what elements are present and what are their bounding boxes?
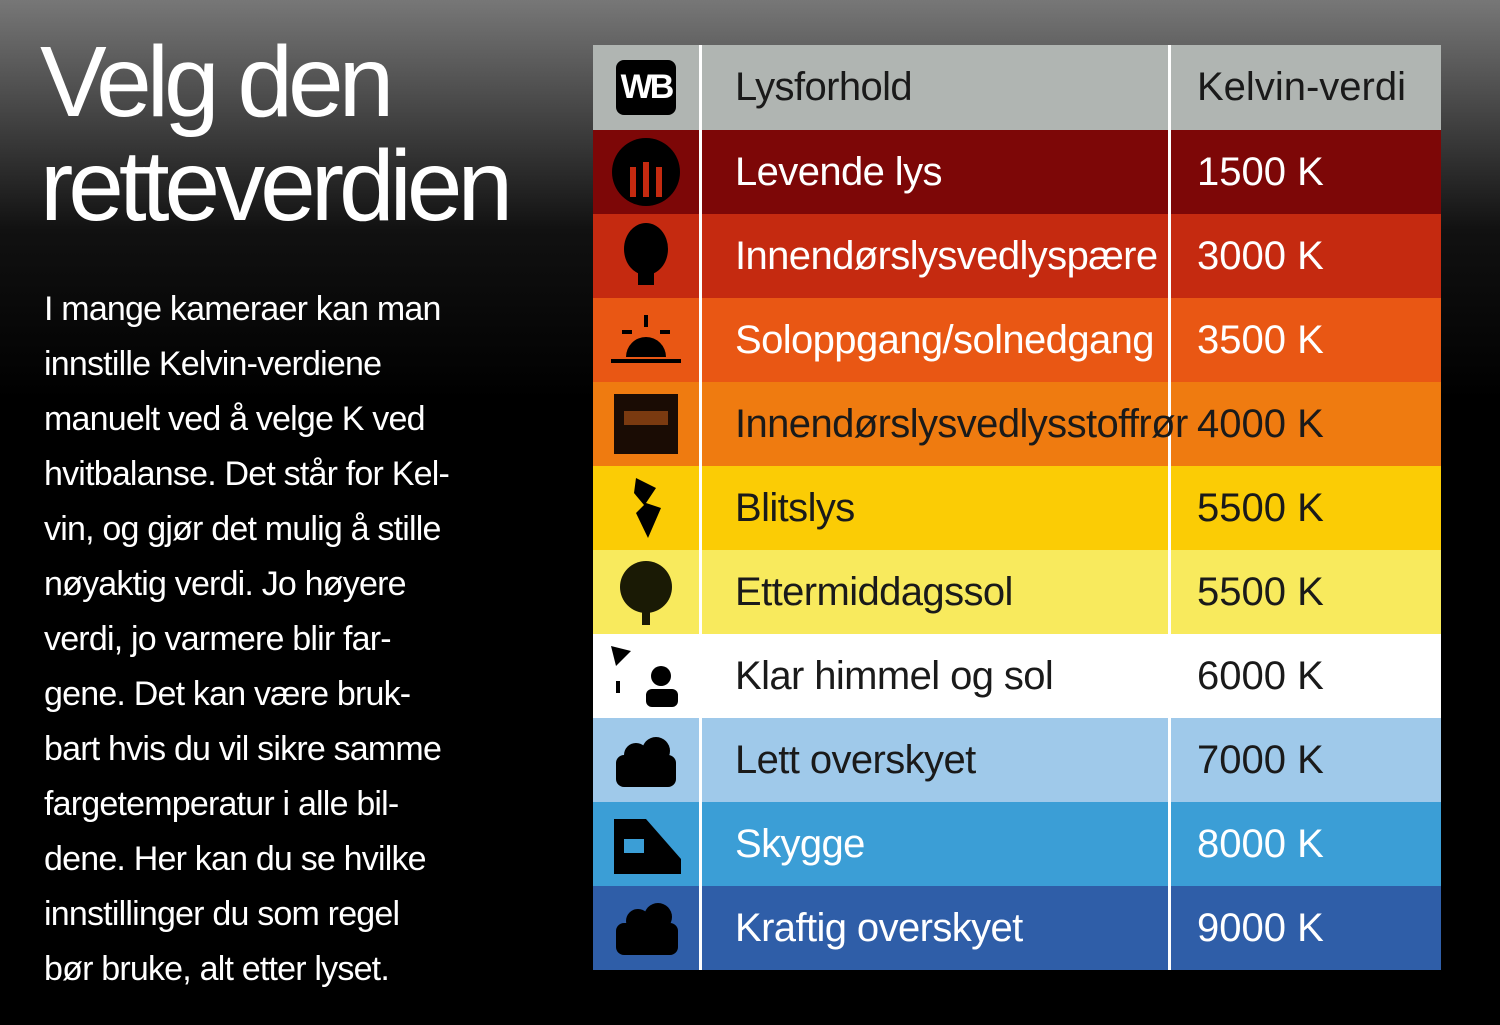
body-line: vin, og gjør det mulig å stille xyxy=(44,510,441,548)
icon-cell xyxy=(593,214,702,298)
wb-icon: WB xyxy=(615,60,677,115)
icon xyxy=(614,819,681,874)
icon-cell xyxy=(593,550,702,634)
condition: Kraftig overskyet xyxy=(702,886,1171,970)
icon xyxy=(620,561,672,625)
condition: Klar himmel og sol xyxy=(702,634,1171,718)
icon xyxy=(612,138,680,206)
kelvin-value: 1500 K xyxy=(1197,149,1324,194)
condition: Innendørslysvedlysstoffrør xyxy=(702,382,1188,466)
kelvin-value: 5500 K xyxy=(1197,569,1324,614)
kelvin-value: 9000 K xyxy=(1197,905,1324,950)
table-row: Lett overskyet 7000 K xyxy=(593,718,1441,802)
body-line: nøyaktig verdi. Jo høyere xyxy=(44,565,407,603)
table-row: Klar himmel og sol 6000 K xyxy=(593,634,1441,718)
condition: Soloppgang/solnedgang xyxy=(702,298,1171,382)
condition: Ettermiddagssol xyxy=(702,550,1171,634)
title-line: Velg den xyxy=(40,26,394,138)
body-line: dene. Her kan du se hvilke xyxy=(44,840,427,878)
kelvin-value: 3500 K xyxy=(1197,317,1324,362)
icon-cell xyxy=(593,886,702,970)
kelvin-value: 8000 K xyxy=(1197,821,1324,866)
icon-cell xyxy=(593,802,702,886)
table-row: Levende lys 1500 K xyxy=(593,130,1441,214)
body-line: I mange kameraer kan man xyxy=(44,290,441,328)
icon xyxy=(616,903,678,955)
table-row: Skygge 8000 K xyxy=(593,802,1441,886)
icon xyxy=(616,737,676,787)
header-cell: Lysforhold xyxy=(702,45,1171,130)
condition: Levende lys xyxy=(702,130,1171,214)
body-line: bart hvis du vil sikre samme xyxy=(44,730,442,768)
icon xyxy=(624,223,668,285)
condition: Blitslys xyxy=(702,466,1171,550)
table-row: Ettermiddagssol 5500 K xyxy=(593,550,1441,634)
icon xyxy=(614,394,678,454)
table-row: Innendørslysvedlyspære 3000 K xyxy=(593,214,1441,298)
icon-cell xyxy=(593,382,702,466)
icon-cell xyxy=(593,298,702,382)
table-row: Blitslys 5500 K xyxy=(593,466,1441,550)
table-row: Soloppgang/solnedgang 3500 K xyxy=(593,298,1441,382)
body-line: manuelt ved å velge K ved xyxy=(44,400,426,438)
title: Velg den retteverdien xyxy=(40,26,513,242)
icon xyxy=(634,478,661,538)
icon xyxy=(611,315,681,363)
icon-cell xyxy=(593,466,702,550)
header-icon-cell: WB xyxy=(593,45,702,130)
header-cell: Kelvin-verdi xyxy=(1197,65,1406,109)
kelvin-value: 3000 K xyxy=(1197,233,1324,278)
condition: Lett overskyet xyxy=(702,718,1171,802)
icon-cell xyxy=(593,130,702,214)
table-row: Kraftig overskyet 9000 K xyxy=(593,886,1441,970)
body-line: gene. Det kan være bruk- xyxy=(44,675,411,713)
table-row: Innendørslysvedlysstoffrør 4000 K xyxy=(593,382,1441,466)
body-line: fargetemperatur i alle bil- xyxy=(44,785,399,823)
body-line: verdi, jo varmere blir far- xyxy=(44,620,392,658)
body-line: innstillinger du som regel xyxy=(44,895,400,933)
kelvin-value: 7000 K xyxy=(1197,737,1324,782)
body-text: I mange kameraer kan man innstille Kelvin… xyxy=(44,282,450,997)
body-line: innstille Kelvin-verdiene xyxy=(44,345,382,383)
title-line: retteverdien xyxy=(40,130,513,242)
kelvin-value: 6000 K xyxy=(1197,653,1324,698)
condition: Innendørslysvedlyspære xyxy=(702,214,1171,298)
table: WB Lysforhold Kelvin-verdi Levende lys 15… xyxy=(593,45,1441,970)
icon-cell xyxy=(593,634,702,718)
header-row: WB Lysforhold Kelvin-verdi xyxy=(593,45,1441,130)
icon-cell xyxy=(593,718,702,802)
icon xyxy=(611,646,678,707)
condition: Skygge xyxy=(702,802,1171,886)
kelvin-value: 5500 K xyxy=(1197,485,1324,530)
kelvin-value: 4000 K xyxy=(1197,401,1324,446)
body-line: bør bruke, alt etter lyset. xyxy=(44,950,390,988)
body-line: hvitbalanse. Det står for Kel- xyxy=(44,455,450,493)
